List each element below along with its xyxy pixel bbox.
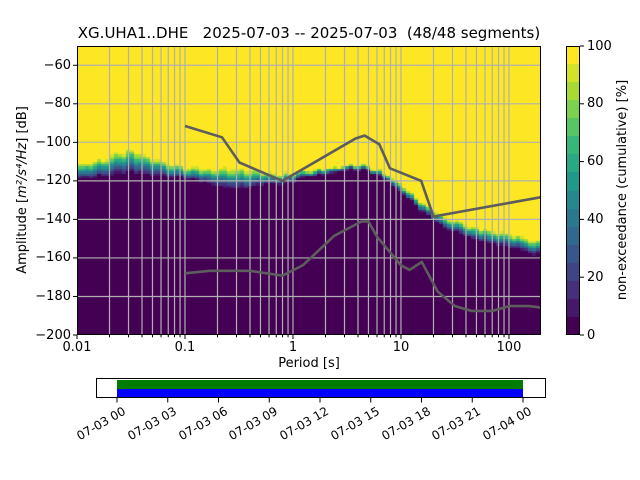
colorbar-border [566,46,580,335]
y-tick-label: −120 [35,173,71,189]
y-tick-label: −180 [35,288,71,304]
y-tick-label: −100 [35,134,71,150]
y-tick-label: −160 [35,250,71,266]
noise-model-nlnm-line [184,220,542,313]
timeline-coverage-ppsd-bar [117,380,523,389]
y-tick-label: −140 [35,211,71,227]
plot-title: XG.UHA1..DHE 2025-07-03 -- 2025-07-03 (4… [77,24,541,42]
noise-model-nhnm-line [184,124,542,218]
x-tick-label: 1 [288,340,298,355]
plot-border [77,46,541,335]
x-tick-label: 10 [392,340,410,355]
colorbar-gradient [566,46,580,335]
x-tick-label: 0.01 [62,340,92,355]
colorbar-label: non-exceedance (cumulative) [%] [615,79,630,301]
colorbar-tick-label: 80 [587,96,604,112]
colorbar-tick-label: 60 [587,154,604,170]
x-axis-label: Period [s] [278,356,340,371]
colorbar-tick-label: 20 [587,269,604,285]
colorbar-tick-label: 100 [587,38,612,54]
ppsd-histogram-canvas [77,46,541,335]
colorbar-tick-label: 0 [587,327,596,343]
x-tick-label: 100 [496,340,522,355]
y-tick-label: −80 [43,96,71,112]
y-tick-label: −200 [35,327,71,343]
colorbar-tick-label: 40 [587,211,604,227]
y-tick-label: −60 [43,57,71,73]
x-tick-label: 0.1 [174,340,196,355]
timeline-coverage-box [96,378,546,398]
timeline-coverage-data-bar [117,388,523,397]
